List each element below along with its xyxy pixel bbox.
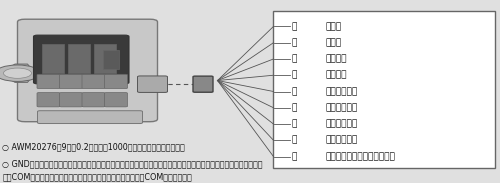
Text: 流量出力: 流量出力 — [325, 55, 346, 64]
Circle shape — [4, 68, 32, 78]
Text: 積算リセット: 積算リセット — [325, 136, 357, 145]
Circle shape — [0, 65, 40, 81]
Text: 測温出力: 測温出力 — [325, 71, 346, 80]
Text: 茶: 茶 — [292, 103, 297, 112]
Bar — [42, 44, 64, 73]
Text: ＣＯＭ（アラーム共通帰路）: ＣＯＭ（アラーム共通帰路） — [325, 152, 395, 161]
FancyBboxPatch shape — [38, 111, 142, 124]
Bar — [68, 44, 90, 73]
Text: 測温アラーム: 測温アラーム — [325, 119, 357, 128]
Text: 黒: 黒 — [292, 38, 297, 47]
FancyBboxPatch shape — [138, 76, 168, 92]
Bar — [102, 50, 118, 69]
FancyBboxPatch shape — [193, 76, 213, 92]
Text: 赤: 赤 — [292, 22, 297, 31]
FancyBboxPatch shape — [37, 93, 60, 107]
Polygon shape — [0, 64, 35, 82]
Text: 電　源: 電 源 — [325, 22, 341, 31]
FancyBboxPatch shape — [82, 74, 105, 89]
Text: ＧＮＤ: ＧＮＤ — [325, 38, 341, 47]
FancyBboxPatch shape — [37, 74, 60, 89]
Text: 灰: 灰 — [292, 152, 297, 161]
Text: 青: 青 — [292, 136, 297, 145]
Bar — [272, 11, 495, 168]
FancyBboxPatch shape — [60, 93, 82, 107]
FancyBboxPatch shape — [82, 93, 105, 107]
FancyBboxPatch shape — [60, 74, 82, 89]
Text: COMで選択した場合、流量及び測温アラーム出力の帰路はCOMとなります。: COMで選択した場合、流量及び測温アラーム出力の帰路はCOMとなります。 — [2, 172, 192, 181]
Text: 流量アラーム: 流量アラーム — [325, 87, 357, 96]
FancyBboxPatch shape — [34, 35, 129, 84]
Text: ○ GNDは、電源を始めその他全ての信号線に対して共通アース線として使用。但し、注文形式でアラーム共通帰路を: ○ GNDは、電源を始めその他全ての信号線に対して共通アース線として使用。但し、… — [2, 159, 263, 168]
Text: 積算アラーム: 積算アラーム — [325, 103, 357, 112]
Bar — [94, 44, 116, 73]
Text: 緑: 緑 — [292, 119, 297, 128]
Text: 黄: 黄 — [292, 87, 297, 96]
Text: 白: 白 — [292, 55, 297, 64]
FancyBboxPatch shape — [18, 19, 158, 122]
Text: 橙: 橙 — [292, 71, 297, 80]
FancyBboxPatch shape — [104, 93, 128, 107]
Text: ○ AWM20276　9芯／0.2㎜　長さ1000㎜の端末未処理ケーブル。: ○ AWM20276 9芯／0.2㎜ 長さ1000㎜の端末未処理ケーブル。 — [2, 143, 185, 152]
FancyBboxPatch shape — [104, 74, 128, 89]
